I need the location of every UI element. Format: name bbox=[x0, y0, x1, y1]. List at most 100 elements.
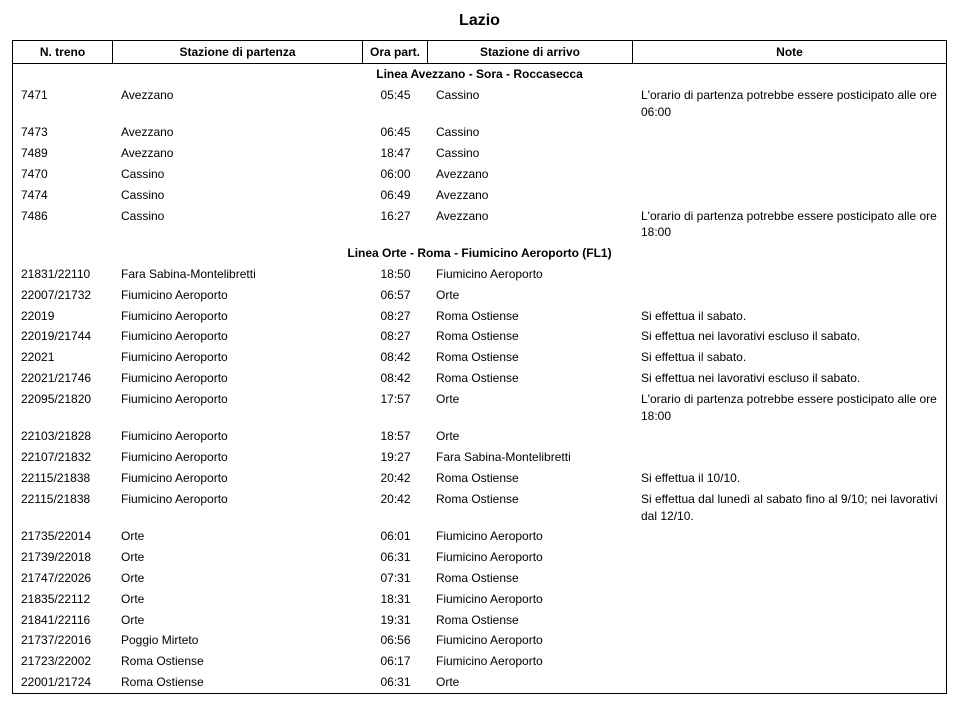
table-row: 21747/22026Orte07:31Roma Ostiense bbox=[13, 568, 946, 589]
cell-dep: Fiumicino Aeroporto bbox=[113, 489, 363, 527]
cell-n: 22021 bbox=[13, 347, 113, 368]
cell-dep: Fiumicino Aeroporto bbox=[113, 306, 363, 327]
cell-time: 20:42 bbox=[363, 489, 428, 527]
cell-note bbox=[633, 122, 946, 143]
cell-n: 22107/21832 bbox=[13, 447, 113, 468]
cell-time: 05:45 bbox=[363, 85, 428, 123]
cell-note: Si effettua dal lunedì al sabato fino al… bbox=[633, 489, 946, 527]
cell-time: 06:49 bbox=[363, 185, 428, 206]
cell-n: 22095/21820 bbox=[13, 389, 113, 427]
cell-dep: Cassino bbox=[113, 185, 363, 206]
cell-arr: Cassino bbox=[428, 85, 633, 123]
cell-n: 7473 bbox=[13, 122, 113, 143]
table-row: 7473Avezzano06:45Cassino bbox=[13, 122, 946, 143]
table-row: 22021/21746Fiumicino Aeroporto08:42Roma … bbox=[13, 368, 946, 389]
cell-time: 06:17 bbox=[363, 651, 428, 672]
table-row: 21831/22110Fara Sabina-Montelibretti18:5… bbox=[13, 264, 946, 285]
cell-arr: Fiumicino Aeroporto bbox=[428, 547, 633, 568]
table-row: 7471Avezzano05:45CassinoL'orario di part… bbox=[13, 85, 946, 123]
cell-arr: Orte bbox=[428, 389, 633, 427]
cell-note bbox=[633, 426, 946, 447]
cell-note bbox=[633, 185, 946, 206]
table-row: 21723/22002Roma Ostiense06:17Fiumicino A… bbox=[13, 651, 946, 672]
cell-time: 18:50 bbox=[363, 264, 428, 285]
cell-n: 22103/21828 bbox=[13, 426, 113, 447]
cell-note: Si effettua il sabato. bbox=[633, 347, 946, 368]
cell-n: 22001/21724 bbox=[13, 672, 113, 693]
cell-n: 22115/21838 bbox=[13, 468, 113, 489]
cell-note bbox=[633, 568, 946, 589]
cell-arr: Avezzano bbox=[428, 206, 633, 244]
table-row: 22001/21724Roma Ostiense06:31Orte bbox=[13, 672, 946, 693]
table-row: 22021Fiumicino Aeroporto08:42Roma Ostien… bbox=[13, 347, 946, 368]
cell-note bbox=[633, 547, 946, 568]
cell-time: 17:57 bbox=[363, 389, 428, 427]
cell-arr: Roma Ostiense bbox=[428, 489, 633, 527]
cell-dep: Fara Sabina-Montelibretti bbox=[113, 264, 363, 285]
cell-arr: Fiumicino Aeroporto bbox=[428, 630, 633, 651]
cell-n: 7486 bbox=[13, 206, 113, 244]
cell-arr: Roma Ostiense bbox=[428, 568, 633, 589]
col-header-dep: Stazione di partenza bbox=[113, 41, 363, 64]
cell-time: 19:31 bbox=[363, 610, 428, 631]
section-header: Linea Avezzano - Sora - Roccasecca bbox=[13, 64, 946, 85]
cell-arr: Fiumicino Aeroporto bbox=[428, 264, 633, 285]
cell-n: 7489 bbox=[13, 143, 113, 164]
cell-dep: Roma Ostiense bbox=[113, 651, 363, 672]
cell-dep: Avezzano bbox=[113, 85, 363, 123]
cell-dep: Poggio Mirteto bbox=[113, 630, 363, 651]
cell-dep: Fiumicino Aeroporto bbox=[113, 326, 363, 347]
cell-dep: Cassino bbox=[113, 164, 363, 185]
section-header: Linea Orte - Roma - Fiumicino Aeroporto … bbox=[13, 243, 946, 264]
col-header-time: Ora part. bbox=[363, 41, 428, 64]
cell-arr: Orte bbox=[428, 672, 633, 693]
cell-note bbox=[633, 589, 946, 610]
cell-time: 06:56 bbox=[363, 630, 428, 651]
cell-note bbox=[633, 447, 946, 468]
cell-dep: Fiumicino Aeroporto bbox=[113, 368, 363, 389]
col-header-arr: Stazione di arrivo bbox=[428, 41, 633, 64]
cell-arr: Roma Ostiense bbox=[428, 326, 633, 347]
cell-n: 22021/21746 bbox=[13, 368, 113, 389]
cell-time: 08:27 bbox=[363, 326, 428, 347]
cell-dep: Orte bbox=[113, 547, 363, 568]
cell-note: L'orario di partenza potrebbe essere pos… bbox=[633, 85, 946, 123]
cell-note: Si effettua nei lavorativi escluso il sa… bbox=[633, 368, 946, 389]
cell-n: 22007/21732 bbox=[13, 285, 113, 306]
cell-n: 22115/21838 bbox=[13, 489, 113, 527]
cell-time: 08:27 bbox=[363, 306, 428, 327]
cell-n: 21747/22026 bbox=[13, 568, 113, 589]
cell-n: 21841/22116 bbox=[13, 610, 113, 631]
cell-n: 21831/22110 bbox=[13, 264, 113, 285]
cell-note bbox=[633, 630, 946, 651]
cell-n: 7470 bbox=[13, 164, 113, 185]
cell-dep: Avezzano bbox=[113, 122, 363, 143]
table-row: 22103/21828Fiumicino Aeroporto18:57Orte bbox=[13, 426, 946, 447]
cell-dep: Orte bbox=[113, 568, 363, 589]
cell-n: 21739/22018 bbox=[13, 547, 113, 568]
cell-time: 16:27 bbox=[363, 206, 428, 244]
cell-dep: Fiumicino Aeroporto bbox=[113, 426, 363, 447]
cell-time: 19:27 bbox=[363, 447, 428, 468]
col-header-n: N. treno bbox=[13, 41, 113, 64]
cell-dep: Orte bbox=[113, 610, 363, 631]
table-row: 7486Cassino16:27AvezzanoL'orario di part… bbox=[13, 206, 946, 244]
cell-note: L'orario di partenza potrebbe essere pos… bbox=[633, 389, 946, 427]
cell-dep: Fiumicino Aeroporto bbox=[113, 468, 363, 489]
cell-time: 07:31 bbox=[363, 568, 428, 589]
cell-arr: Roma Ostiense bbox=[428, 468, 633, 489]
cell-note: L'orario di partenza potrebbe essere pos… bbox=[633, 206, 946, 244]
col-header-note: Note bbox=[633, 41, 947, 64]
cell-arr: Roma Ostiense bbox=[428, 610, 633, 631]
cell-n: 21737/22016 bbox=[13, 630, 113, 651]
cell-note bbox=[633, 651, 946, 672]
cell-dep: Fiumicino Aeroporto bbox=[113, 347, 363, 368]
cell-note: Si effettua nei lavorativi escluso il sa… bbox=[633, 326, 946, 347]
cell-note bbox=[633, 610, 946, 631]
cell-dep: Avezzano bbox=[113, 143, 363, 164]
cell-arr: Orte bbox=[428, 285, 633, 306]
cell-time: 06:31 bbox=[363, 672, 428, 693]
cell-dep: Orte bbox=[113, 526, 363, 547]
cell-dep: Cassino bbox=[113, 206, 363, 244]
table-row: 7474Cassino06:49Avezzano bbox=[13, 185, 946, 206]
